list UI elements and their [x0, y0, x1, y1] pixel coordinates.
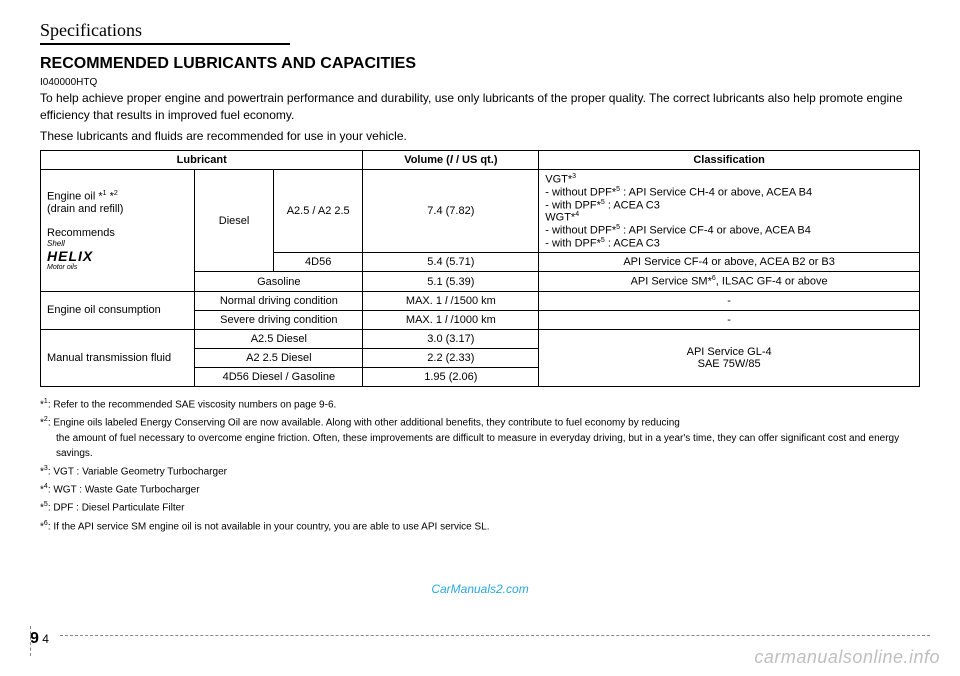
helix-logo: Shell HELIX Motor oils: [47, 239, 93, 271]
sup-4: 4: [575, 211, 579, 218]
sae75: SAE 75W/85: [698, 358, 761, 370]
col-lubricant: Lubricant: [41, 151, 363, 170]
intro-paragraph-2: These lubricants and fluids are recommen…: [40, 128, 920, 145]
mtf-r2: A2 2.5 Diesel: [195, 348, 363, 367]
gl4: API Service GL-4: [687, 346, 772, 358]
normal-vol: MAX. 1 l /1500 km: [363, 291, 539, 310]
without-dpf-1: - without DPF*: [545, 187, 616, 199]
gasoline-class: API Service SM*6, ILSAC GF-4 or above: [539, 272, 920, 292]
without-dpf-2: - without DPF*: [545, 225, 616, 237]
severe-cond: Severe driving condition: [195, 310, 363, 329]
4d56-class: API Service CF-4 or above, ACEA B2 or B3: [539, 253, 920, 272]
severe-vol: MAX. 1 l /1000 km: [363, 310, 539, 329]
a25-class: VGT*3 - without DPF*5 : API Service CH-4…: [539, 170, 920, 253]
page-title: RECOMMENDED LUBRICANTS AND CAPACITIES: [40, 55, 920, 73]
fn2-text-b: the amount of fuel necessary to overcome…: [40, 431, 920, 461]
intro-paragraph-1: To help achieve proper engine and powert…: [40, 90, 920, 124]
lubricants-table: Lubricant Volume (l / US qt.) Classifica…: [40, 150, 920, 387]
chapter-number: 9: [30, 630, 39, 647]
footnote-4: *4: WGT : Waste Gate Turbocharger: [40, 482, 920, 497]
doc-code: I040000HTQ: [40, 77, 920, 88]
with-dpf-2: - with DPF*: [545, 237, 601, 249]
fn2-text-a: : Engine oils labeled Energy Conserving …: [48, 418, 680, 429]
sup-3: 3: [572, 173, 576, 180]
section-header: Specifications: [40, 20, 290, 45]
footnote-1: *1: Refer to the recommended SAE viscosi…: [40, 397, 920, 412]
ch4: : API Service CH-4 or above, ACEA B4: [620, 187, 812, 199]
footnote-3: *3: VGT : Variable Geometry Turbocharger: [40, 464, 920, 479]
table-row: Manual transmission fluid A2.5 Diesel 3.…: [41, 329, 920, 348]
mtf-r1v: 3.0 (3.17): [363, 329, 539, 348]
severe-class: -: [539, 310, 920, 329]
engine-oil-text: Engine oil *: [47, 191, 103, 203]
page-content: Specifications RECOMMENDED LUBRICANTS AN…: [0, 0, 960, 547]
page-footer: 9 4: [30, 630, 49, 648]
wgt: WGT*: [545, 212, 575, 224]
fn1-text: : Refer to the recommended SAE viscosity…: [48, 399, 336, 410]
consumption-label: Engine oil consumption: [41, 291, 195, 329]
vgt: VGT*: [545, 174, 572, 186]
engine-oil-label: Engine oil *1 *2 (drain and refill) Reco…: [41, 170, 195, 292]
with-dpf-1: - with DPF*: [545, 199, 601, 211]
fn3-text: : VGT : Variable Geometry Turbocharger: [48, 466, 227, 477]
cf4: : API Service CF-4 or above, ACEA B4: [620, 225, 811, 237]
mtf-r1: A2.5 Diesel: [195, 329, 363, 348]
sup-2: 2: [114, 190, 118, 197]
footer-dashed-line: [60, 635, 930, 636]
normal-class: -: [539, 291, 920, 310]
mtf-r3v: 1.95 (2.06): [363, 367, 539, 386]
drain-refill: (drain and refill): [47, 203, 123, 215]
acea-c3-1: : ACEA C3: [605, 199, 660, 211]
mtf-label: Manual transmission fluid: [41, 329, 195, 386]
4d56-vol: 5.4 (5.71): [363, 253, 539, 272]
table-row: Engine oil consumption Normal driving co…: [41, 291, 920, 310]
helix-sub: Motor oils: [47, 264, 93, 271]
normal-cond: Normal driving condition: [195, 291, 363, 310]
mtf-class: API Service GL-4 SAE 75W/85: [539, 329, 920, 386]
table-header-row: Lubricant Volume (l / US qt.) Classifica…: [41, 151, 920, 170]
helix-shell: Shell: [47, 239, 93, 248]
recommends-label: Recommends: [47, 227, 115, 239]
a25-label: A2.5 / A2 2.5: [273, 170, 363, 253]
footnote-5: *5: DPF : Diesel Particulate Filter: [40, 500, 920, 515]
mtf-r3: 4D56 Diesel / Gasoline: [195, 367, 363, 386]
diesel-label: Diesel: [195, 170, 274, 272]
ilsac: , ILSAC GF-4 or above: [716, 276, 828, 288]
sup-1: 1: [103, 190, 107, 197]
mtf-r2v: 2.2 (2.33): [363, 348, 539, 367]
fn5-text: : DPF : Diesel Particulate Filter: [48, 503, 185, 514]
acea-c3-2: : ACEA C3: [605, 237, 660, 249]
fn6-text: : If the API service SM engine oil is no…: [48, 521, 490, 532]
col-volume: Volume (l / US qt.): [363, 151, 539, 170]
a25-vol: 7.4 (7.82): [363, 170, 539, 253]
helix-main: HELIX: [47, 248, 93, 264]
footnote-6: *6: If the API service SM engine oil is …: [40, 519, 920, 534]
table-row: Engine oil *1 *2 (drain and refill) Reco…: [41, 170, 920, 253]
gasoline-label: Gasoline: [195, 272, 363, 292]
watermark-carmanualsonline: carmanualsonline.info: [754, 647, 940, 668]
page-number: 4: [42, 632, 49, 646]
api-sm: API Service SM*: [631, 276, 712, 288]
gasoline-vol: 5.1 (5.39): [363, 272, 539, 292]
4d56-label: 4D56: [273, 253, 363, 272]
watermark-carmanuals2: CarManuals2.com: [431, 582, 528, 596]
col-classification: Classification: [539, 151, 920, 170]
footnote-2: *2: Engine oils labeled Energy Conservin…: [40, 415, 920, 460]
fn4-text: : WGT : Waste Gate Turbocharger: [48, 484, 200, 495]
